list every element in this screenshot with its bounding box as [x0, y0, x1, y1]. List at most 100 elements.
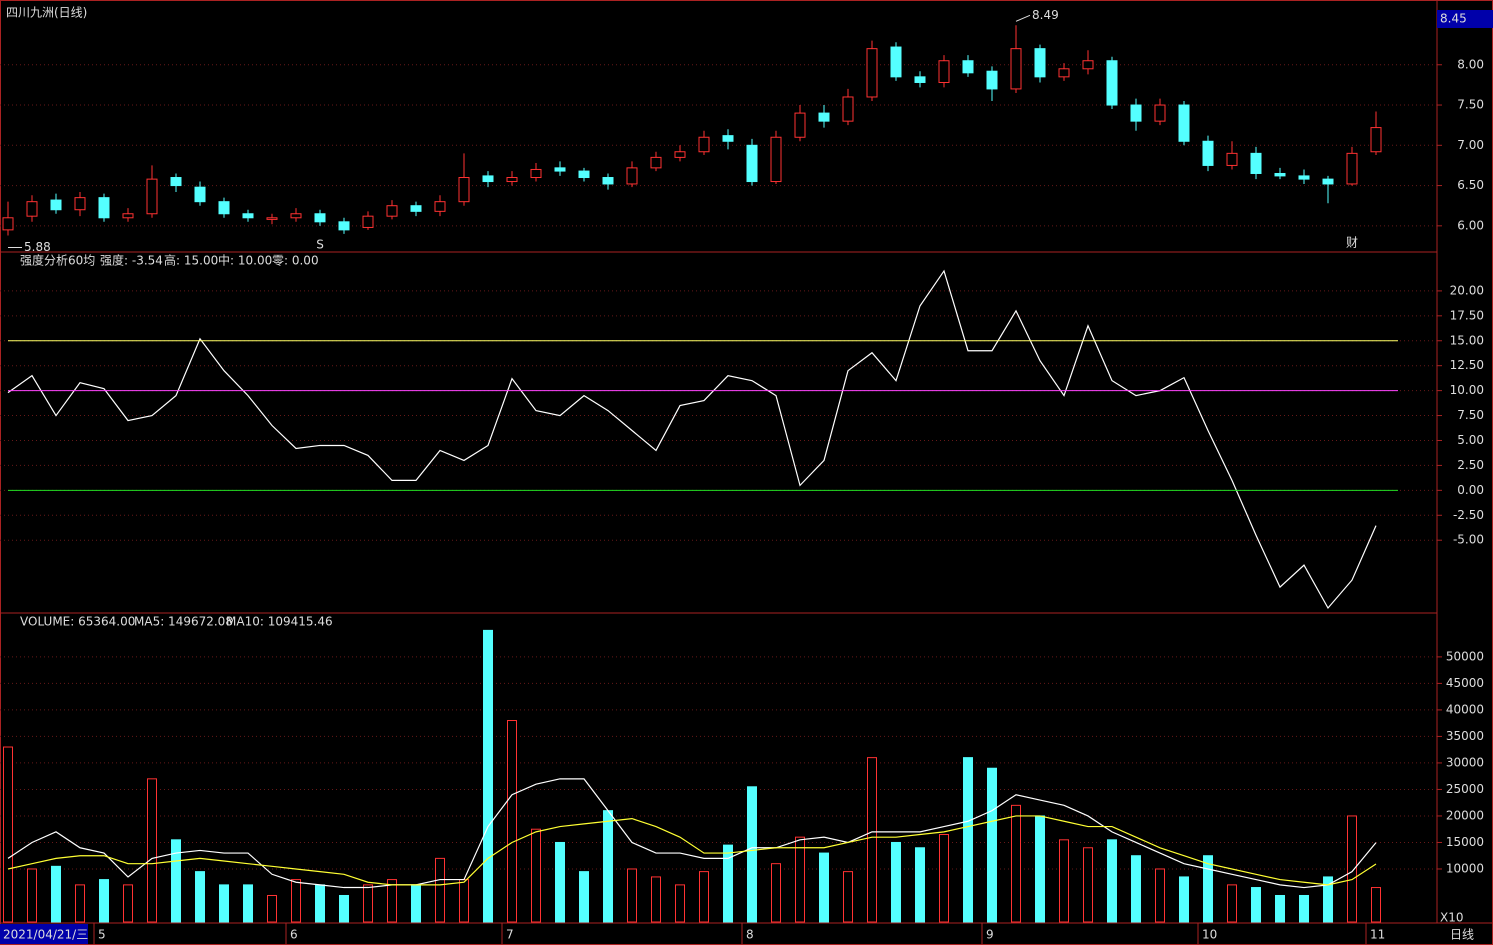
volume-bar: [171, 839, 181, 923]
candle-body: [218, 201, 230, 215]
candle-body: [674, 151, 686, 158]
volume-bar: [459, 879, 469, 923]
candle-body: [818, 112, 830, 122]
volume-bar: [1179, 876, 1189, 923]
volume-bar: [723, 844, 733, 923]
x-tick-label: 9: [986, 928, 994, 942]
line: [7, 815, 1377, 886]
volume-bar: [387, 879, 397, 923]
candle-body: [74, 197, 86, 211]
candle-body: [1106, 60, 1118, 106]
volume-bar: [1131, 855, 1141, 923]
candle-body: [1202, 140, 1214, 166]
y-tick-label: -2.50: [1453, 508, 1484, 522]
y-tick-label: 5.00: [1457, 433, 1484, 447]
candle-body: [146, 178, 158, 215]
y-tick-label: 30000: [1446, 755, 1484, 769]
volume-bar: [1323, 876, 1333, 923]
y-tick-label: 15.00: [1450, 333, 1484, 347]
candle-body: [986, 70, 998, 90]
candle-body: [890, 46, 902, 78]
y-tick-label: 50000: [1446, 649, 1484, 663]
candle-body: [938, 60, 950, 83]
volume-bar: [243, 884, 253, 923]
y-tick-label: 0.00: [1457, 483, 1484, 497]
y-tick-label: 12.50: [1450, 358, 1484, 372]
candle-body: [506, 177, 518, 183]
candle-body: [458, 177, 470, 203]
volume-bar: [699, 871, 709, 923]
candle-body: [1250, 152, 1262, 174]
candle-body: [50, 199, 62, 211]
y-tick-label: 20.00: [1450, 283, 1484, 297]
candle-body: [194, 186, 206, 203]
volume-bar: [939, 834, 949, 923]
x-tick-label: 10: [1202, 928, 1217, 942]
y-tick-label: 6.00: [1457, 218, 1484, 232]
volume-bar: [123, 884, 133, 923]
panel-title: VOLUME: 65364.00: [20, 615, 135, 629]
candle-body: [1178, 104, 1190, 142]
candle-body: [410, 205, 422, 212]
marker: 财: [1346, 236, 1358, 250]
volume-bar: [1107, 839, 1117, 923]
y-tick-label: 6.50: [1457, 178, 1484, 192]
volume-bar: [987, 767, 997, 923]
volume-bar: [843, 871, 853, 923]
y-tick-label: 45000: [1446, 676, 1484, 690]
legend-entry: 强度: -3.54: [100, 253, 163, 268]
line: [7, 778, 1377, 889]
volume-bar: [603, 810, 613, 923]
volume-bar: [819, 852, 829, 923]
date-label: 2021/04/21/三: [3, 928, 88, 942]
candle-body: [698, 136, 710, 153]
volume-bar: [1011, 804, 1021, 923]
volume-bar: [435, 857, 445, 923]
volume-bar: [1299, 894, 1309, 923]
candle-body: [2, 217, 14, 231]
volume-bar: [747, 786, 757, 923]
legend-entry: 中: 10.00: [218, 253, 272, 268]
candle-body: [1034, 48, 1046, 78]
volume-bar: [531, 828, 541, 923]
volume-bar: [1155, 868, 1165, 923]
volume-bar: [315, 884, 325, 923]
volume-bar: [51, 865, 61, 923]
y-tick-label: 7.50: [1457, 98, 1484, 112]
volume-bar: [219, 884, 229, 923]
volume-bar: [3, 746, 13, 923]
volume-bar: [891, 841, 901, 923]
volume-bar: [1371, 887, 1381, 923]
candle-body: [1082, 60, 1094, 70]
x-tick-label: 7: [506, 928, 514, 942]
candle-body: [266, 217, 278, 220]
candle-body: [1154, 104, 1166, 122]
annotation-arrow: [1015, 14, 1031, 22]
price-box: [1437, 10, 1493, 28]
volume-bar: [1203, 855, 1213, 923]
y-tick-label: 20000: [1446, 808, 1484, 822]
last-price: 8.45: [1440, 12, 1467, 26]
volume-bar: [195, 871, 205, 923]
legend-entry: MA5: 149672.08: [134, 615, 233, 629]
volume-bar: [99, 879, 109, 923]
volume-bar: [291, 879, 301, 923]
y-tick-label: 2.50: [1457, 458, 1484, 472]
x-tick-label: 5: [98, 928, 106, 942]
volume-bar: [651, 876, 661, 923]
volume-bar: [27, 868, 37, 923]
panel-title: 强度分析60均: [20, 253, 95, 268]
candle-body: [122, 213, 134, 219]
y-tick-label: -5.00: [1453, 533, 1484, 547]
scale-label: X10: [1440, 911, 1464, 925]
candle-body: [530, 168, 542, 179]
candle-body: [338, 221, 350, 231]
y-tick-label: 17.50: [1450, 308, 1484, 322]
candle-body: [314, 213, 326, 223]
candle-body: [866, 48, 878, 98]
volume-bar: [147, 778, 157, 923]
volume-bar: [675, 884, 685, 923]
period-label: 日线: [1450, 928, 1474, 942]
